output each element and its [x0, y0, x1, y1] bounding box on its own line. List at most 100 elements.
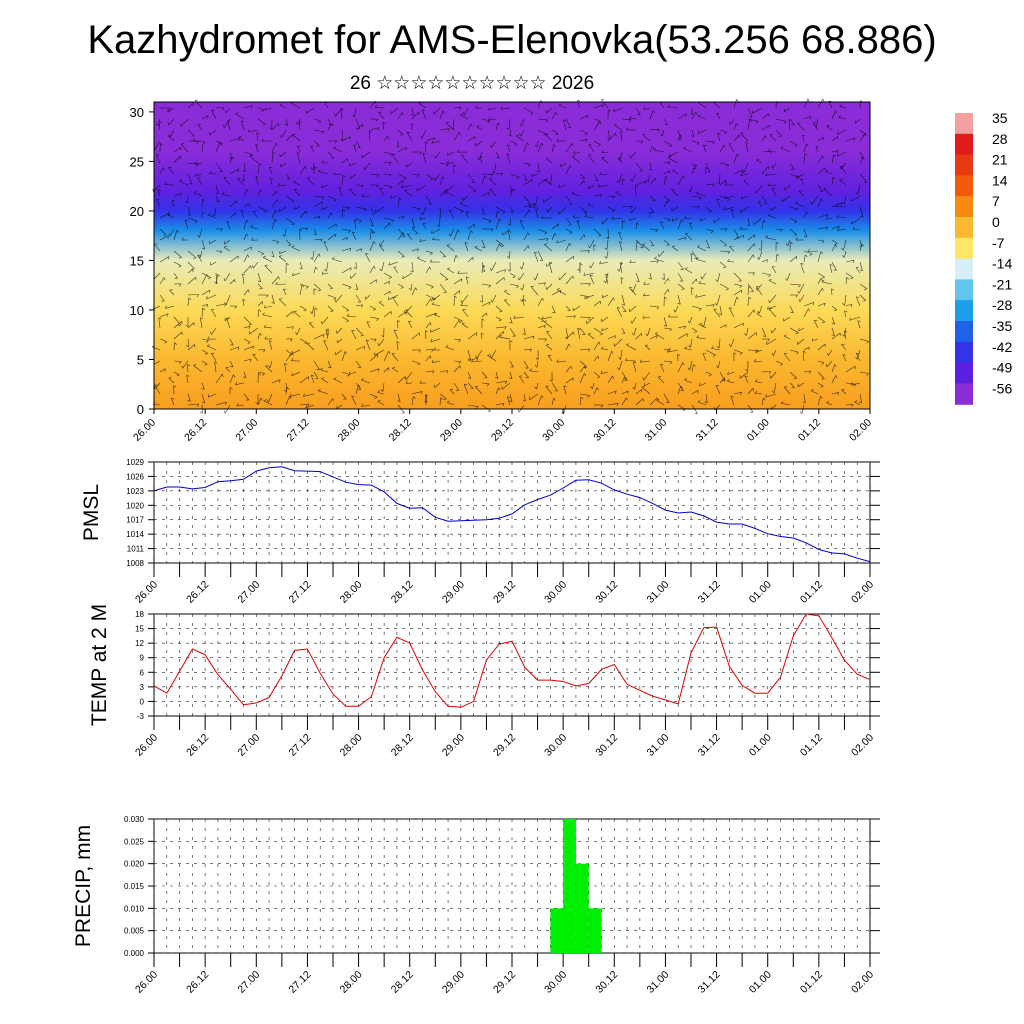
wind-barb: [798, 327, 805, 332]
wind-barb: [642, 134, 651, 142]
wind-barb: [271, 379, 281, 384]
wind-barb: [844, 327, 847, 337]
wind-barb-tick: [360, 248, 363, 252]
wind-barb: [523, 204, 535, 208]
wind-barb-tick: [178, 265, 182, 268]
wind-barb: [723, 206, 735, 211]
wind-barb-tick: [614, 335, 616, 339]
wind-barb: [471, 360, 483, 363]
wind-barb: [397, 320, 399, 329]
wind-barb-tick: [794, 208, 798, 211]
wind-barb-tick: [588, 317, 591, 321]
wind-barb: [291, 349, 301, 355]
wind-barb: [262, 257, 273, 263]
wind-barb: [787, 239, 791, 247]
section-x-label: 30.00: [540, 417, 567, 444]
wind-barb: [607, 129, 611, 139]
wind-barb-tick: [157, 189, 161, 192]
wind-barb-tick: [831, 323, 835, 325]
wind-barb-tick: [352, 114, 355, 118]
wind-barb: [677, 113, 687, 120]
wind-barb-tick: [645, 344, 649, 346]
wind-barb: [369, 279, 377, 285]
wind-barb-tick: [399, 197, 402, 201]
precip-y-label: 0.020: [124, 860, 145, 869]
wind-barb: [313, 238, 323, 241]
section-x-label: 30.12: [591, 417, 618, 444]
wind-barb: [583, 272, 595, 276]
wind-barb: [797, 382, 805, 387]
wind-barb: [663, 239, 670, 245]
wind-barb-tick: [571, 143, 574, 147]
wind-barb-tick: [320, 238, 323, 242]
wind-barb: [411, 111, 419, 120]
wind-barb-tick: [481, 318, 485, 321]
wind-barb: [536, 140, 539, 148]
wind-barb: [187, 173, 193, 185]
wind-barb: [323, 340, 329, 351]
wind-barb: [733, 289, 742, 296]
colorbar-swatch: [955, 113, 973, 135]
wind-barb: [187, 268, 193, 274]
wind-barb-tick: [740, 172, 743, 176]
wind-barb: [755, 349, 763, 353]
wind-barb-tick: [193, 190, 197, 194]
wind-barb-tick: [168, 135, 172, 137]
wind-barb-tick: [636, 222, 640, 225]
wind-barb: [226, 221, 231, 230]
wind-barb-tick: [677, 302, 681, 305]
precip-y-label: 0.015: [124, 882, 145, 891]
wind-barb: [523, 195, 532, 205]
wind-barb-tick: [269, 127, 272, 130]
wind-barb: [677, 175, 684, 186]
wind-barb: [691, 163, 696, 175]
wind-barb-tick: [765, 172, 768, 176]
wind-barb: [397, 283, 404, 288]
wind-barb: [169, 129, 175, 138]
wind-barb-tick: [519, 123, 522, 127]
wind-barb-tick: [633, 361, 637, 364]
wind-barb-tick: [833, 309, 837, 311]
wind-barb: [439, 176, 443, 186]
wind-barb: [529, 393, 539, 401]
wind-barb: [765, 393, 777, 398]
wind-barb-tick: [502, 403, 505, 407]
wind-barb-tick: [697, 400, 701, 403]
wind-barb-tick: [766, 259, 768, 263]
wind-barb-tick: [552, 312, 556, 314]
wind-barb: [546, 107, 553, 114]
wind-barb-tick: [321, 131, 325, 135]
temp-x-label: 29.00: [440, 732, 467, 759]
wind-barb-tick: [393, 329, 398, 331]
wind-barb-tick: [313, 233, 317, 235]
wind-barb: [279, 104, 287, 109]
wind-barb: [743, 180, 749, 186]
wind-barb-tick: [279, 135, 282, 139]
section-x-label: 02.00: [847, 417, 874, 444]
wind-barb-tick: [207, 336, 210, 340]
wind-barb-tick: [667, 349, 669, 353]
wind-barb-tick: [310, 167, 314, 170]
wind-barb-tick: [506, 127, 510, 131]
wind-barb: [740, 371, 749, 379]
wind-barb-tick: [375, 119, 378, 122]
wind-barb: [296, 327, 301, 335]
wind-barb-tick: [194, 220, 198, 224]
wind-barb-tick: [446, 400, 450, 403]
wind-barb-tick: [321, 206, 323, 210]
wind-barb: [333, 147, 343, 153]
wind-barb-tick: [527, 164, 531, 167]
wind-barb: [333, 173, 343, 176]
wind-barb-tick: [488, 192, 490, 196]
wind-barb: [649, 145, 653, 153]
pmsl-x-label: 26.12: [184, 579, 211, 606]
wind-barb-tick: [282, 234, 286, 237]
wind-barb-tick: [724, 182, 728, 186]
wind-barb: [607, 390, 617, 395]
wind-barb: [397, 173, 407, 179]
wind-barb-tick: [410, 114, 414, 116]
wind-barb: [803, 393, 806, 404]
wind-barb: [225, 367, 231, 373]
wind-barb: [717, 272, 721, 282]
wind-barb-tick: [529, 204, 532, 208]
